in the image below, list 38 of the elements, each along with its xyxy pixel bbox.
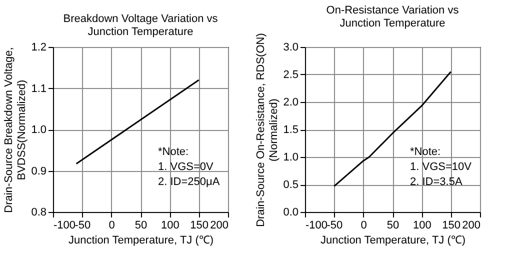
y-axis-title: Drain-Source On-Resistance, RDS(ON) (Normalized) [255,33,280,227]
y-axis-title: Drain-Source Breakdown Voltage, BVDSS(Normalized) [3,47,28,213]
y-tick-label: 1.5 [283,124,298,136]
y-tick-label: 2.5 [283,69,298,81]
x-axis-title: Junction Temperature, TJ (℃) [68,234,214,246]
y-tick-label: 3.0 [283,42,298,54]
x-tick-label: 50 [386,220,400,232]
x-tick-label: 0 [360,220,367,232]
x-tick-label: 100 [412,220,432,232]
annotation: 2. ID=3.5A [410,176,463,188]
annotation: *Note: [158,146,189,158]
x-tick-label: 200 [462,220,480,232]
y-tick-label: 1.2 [31,42,46,54]
y-tick-label: 0.5 [283,179,298,191]
x-tick-label: -50 [74,220,91,232]
y-tick-label: 1.0 [283,152,298,164]
y-tick-label: 1.1 [31,82,46,95]
x-tick-label: 50 [134,220,148,232]
y-tick-label: 1.0 [31,124,46,136]
x-tick-label: -50 [326,220,343,232]
annotation: 1. VGS=0V [158,161,214,173]
annotation: *Note: [410,146,441,158]
x-tick-label: 0 [108,220,115,232]
annotation: 2. ID=250μA [158,176,220,188]
y-tick-label: 0.0 [283,206,298,218]
y-tick-label: 2.0 [283,96,298,108]
y-tick-label: 0.8 [31,206,46,218]
chart-title: On-Resistance Variation vs Junction Temperature [326,4,460,30]
y-tick-label: 0.9 [31,165,46,178]
x-tick-label: 150 [442,220,461,232]
x-tick-label: -100 [54,220,76,232]
x-tick-label: 200 [210,220,228,232]
chart-title: Breakdown Voltage Variation vs Junction Temperature [63,13,218,38]
x-tick-label: -100 [306,220,328,232]
x-tick-label: 100 [160,220,180,232]
x-tick-label: 150 [190,220,209,232]
x-axis-title: Junction Temperature, TJ (℃) [320,234,466,246]
annotation: 1. VGS=10V [410,161,472,173]
